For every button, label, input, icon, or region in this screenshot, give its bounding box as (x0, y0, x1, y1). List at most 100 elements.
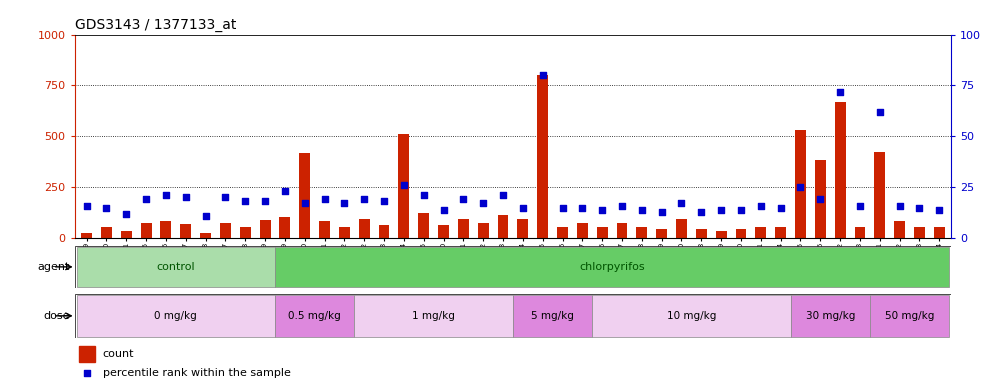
Bar (636, 227, 647, 238)
Bar (378, 225, 389, 238)
Point (575, 204, 591, 210)
Bar (299, 152, 310, 238)
Bar (894, 221, 905, 238)
Bar (280, 217, 291, 238)
Point (455, 196, 471, 202)
Point (237, 199, 253, 205)
Bar (914, 227, 925, 238)
Bar (593, 295, 791, 337)
Point (119, 210, 134, 217)
Bar (517, 219, 528, 238)
Bar (617, 223, 627, 238)
Point (357, 196, 373, 202)
Bar (676, 219, 687, 238)
Point (911, 204, 927, 210)
Bar (696, 229, 707, 238)
Bar (121, 231, 131, 238)
Bar (458, 219, 469, 238)
Point (833, 88, 849, 94)
Point (277, 188, 293, 194)
Text: 0 mg/kg: 0 mg/kg (154, 311, 197, 321)
Bar (359, 219, 370, 238)
Point (813, 196, 829, 202)
Bar (537, 75, 548, 238)
Bar (597, 227, 608, 238)
Bar (735, 229, 746, 238)
Bar (874, 152, 885, 238)
Text: 30 mg/kg: 30 mg/kg (806, 311, 855, 321)
Bar (855, 227, 866, 238)
Bar (835, 102, 846, 238)
Bar (557, 227, 568, 238)
Bar (355, 295, 513, 337)
Point (515, 204, 531, 210)
Bar (791, 295, 870, 337)
Bar (398, 134, 409, 238)
Bar (260, 220, 271, 238)
Point (673, 200, 689, 207)
Point (595, 207, 611, 213)
Bar (160, 221, 171, 238)
Point (337, 200, 353, 207)
Bar (275, 295, 355, 337)
Bar (220, 223, 231, 238)
Bar (716, 231, 727, 238)
Bar (775, 227, 786, 238)
Bar (180, 224, 191, 238)
Point (317, 196, 333, 202)
Bar (795, 130, 806, 238)
Text: 0.5 mg/kg: 0.5 mg/kg (288, 311, 341, 321)
Bar (438, 225, 449, 238)
Point (138, 196, 154, 202)
Bar (200, 233, 211, 238)
Point (297, 200, 313, 207)
Bar (418, 213, 429, 238)
Bar (870, 295, 949, 337)
Text: 1 mg/kg: 1 mg/kg (412, 311, 455, 321)
Text: 5 mg/kg: 5 mg/kg (531, 311, 574, 321)
Point (773, 204, 789, 210)
Text: chlorpyrifos: chlorpyrifos (580, 262, 644, 272)
Point (376, 199, 392, 205)
Bar (815, 160, 826, 238)
Bar (77, 295, 275, 337)
Bar (478, 223, 489, 238)
Point (197, 213, 213, 219)
Point (615, 202, 630, 209)
Point (872, 109, 887, 115)
Bar (81, 233, 92, 238)
Bar (101, 227, 112, 238)
Point (99, 204, 115, 210)
Point (435, 207, 451, 213)
Point (217, 194, 233, 200)
Text: control: control (156, 262, 195, 272)
Bar (656, 229, 667, 238)
Point (395, 182, 411, 188)
Bar (319, 221, 330, 238)
Text: count: count (103, 349, 134, 359)
Point (79, 202, 95, 209)
Bar (755, 227, 766, 238)
Point (713, 207, 729, 213)
Bar (240, 227, 251, 238)
Bar (513, 295, 593, 337)
Point (79, 370, 95, 376)
Point (177, 194, 193, 200)
Point (931, 207, 947, 213)
Text: dose: dose (43, 311, 70, 321)
Point (415, 192, 431, 199)
Point (753, 202, 769, 209)
Bar (577, 223, 588, 238)
Point (852, 202, 868, 209)
Point (633, 207, 649, 213)
Text: GDS3143 / 1377133_at: GDS3143 / 1377133_at (75, 18, 236, 32)
Point (495, 192, 511, 199)
Text: percentile rank within the sample: percentile rank within the sample (103, 368, 291, 379)
Bar (140, 223, 151, 238)
Point (891, 202, 907, 209)
Point (733, 207, 749, 213)
Bar (79, 346, 95, 362)
Point (158, 192, 174, 199)
Point (257, 199, 273, 205)
Bar (275, 247, 949, 287)
